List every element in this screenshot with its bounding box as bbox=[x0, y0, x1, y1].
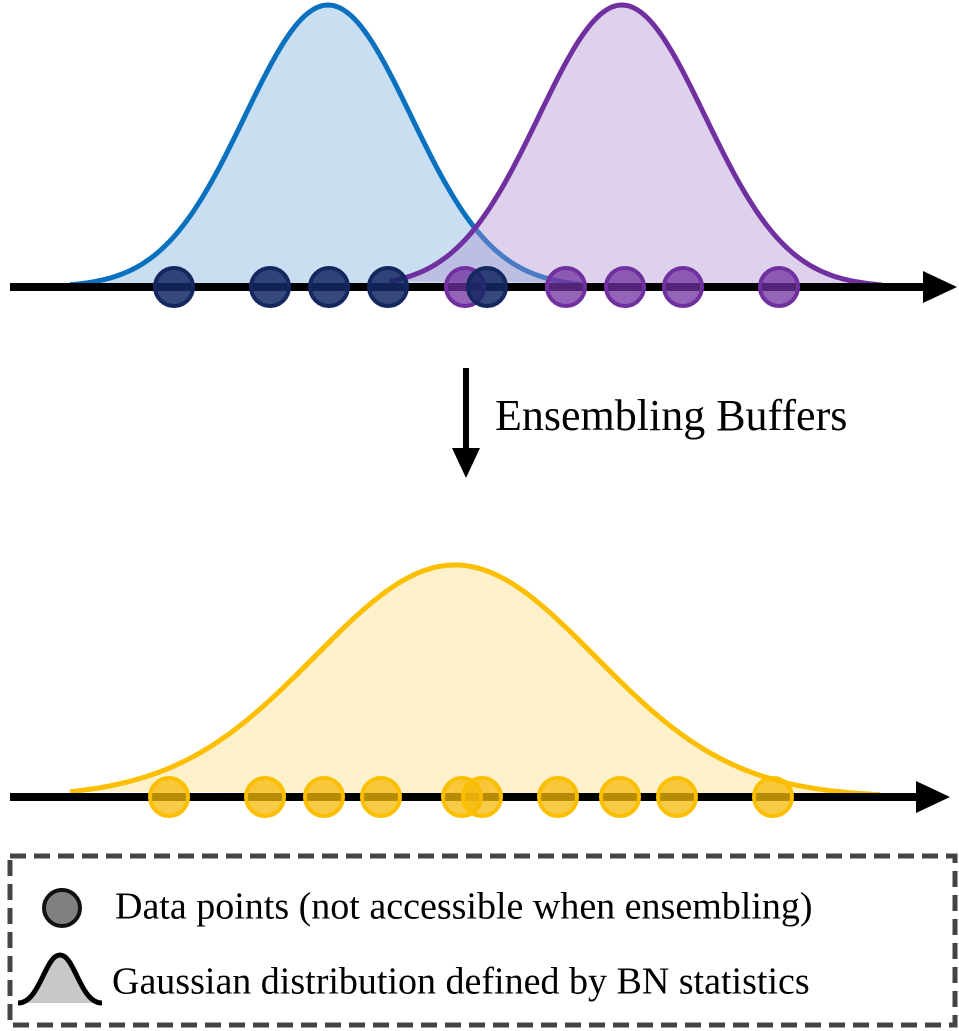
axis-arrow bbox=[916, 781, 950, 813]
down-arrow-head bbox=[452, 448, 480, 478]
data-point bbox=[249, 266, 291, 308]
legend-dot-icon bbox=[42, 888, 82, 928]
data-point bbox=[153, 266, 195, 308]
legend-gauss-icon bbox=[17, 952, 103, 1006]
data-point bbox=[758, 266, 800, 308]
data-point bbox=[367, 266, 409, 308]
data-point bbox=[461, 776, 503, 818]
data-point bbox=[303, 776, 345, 818]
data-point bbox=[308, 266, 350, 308]
data-point bbox=[360, 776, 402, 818]
gaussian-fill bbox=[70, 565, 880, 795]
legend-text: Data points (not accessible when ensembl… bbox=[115, 886, 813, 928]
top-panel bbox=[10, 2, 957, 308]
gaussian-fill bbox=[70, 5, 580, 285]
data-point bbox=[466, 266, 508, 308]
data-point bbox=[662, 266, 704, 308]
data-point bbox=[545, 266, 587, 308]
gaussian-curve bbox=[389, 2, 883, 288]
legend-gauss-fill bbox=[18, 955, 102, 1003]
data-point bbox=[244, 776, 286, 818]
data-point bbox=[599, 776, 641, 818]
gaussian-curve bbox=[69, 562, 881, 798]
legend-text: Gaussian distribution defined by BN stat… bbox=[112, 961, 810, 1003]
legend-box bbox=[7, 853, 958, 1028]
data-point bbox=[537, 776, 579, 818]
arrow-label: Ensembling Buffers bbox=[495, 391, 847, 440]
data-point bbox=[604, 266, 646, 308]
axis-arrow bbox=[923, 271, 957, 303]
data-point bbox=[752, 776, 794, 818]
data-point bbox=[656, 776, 698, 818]
gaussian-curve bbox=[69, 2, 581, 288]
bottom-panel bbox=[10, 562, 950, 818]
data-point bbox=[148, 776, 190, 818]
